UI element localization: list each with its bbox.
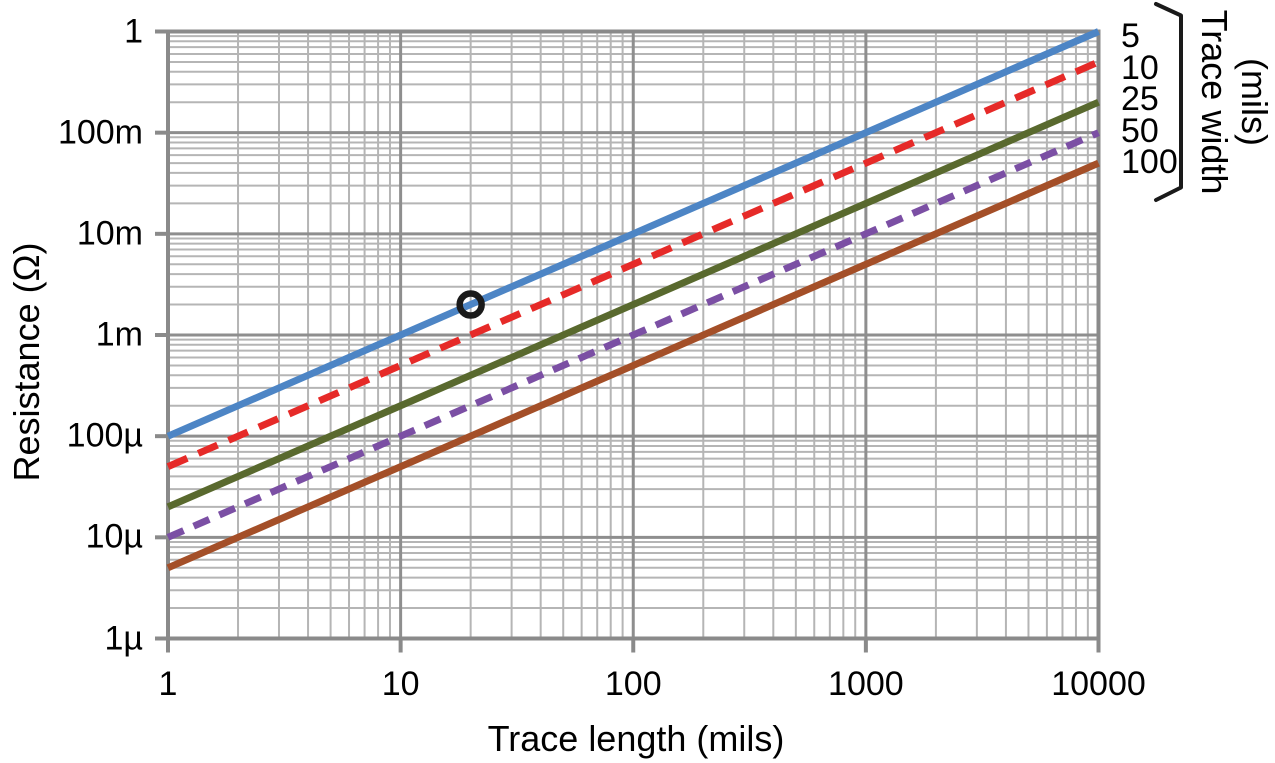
legend-bracket <box>1154 2 1183 202</box>
y-tick-label-1u: 1µ <box>104 618 144 657</box>
series-line-25mil <box>166 99 1100 511</box>
x-axis-title: Trace length (mils) <box>487 718 785 759</box>
y-tick-label-100u: 100µ <box>66 416 143 455</box>
legend-entry-5: 5 <box>1121 17 1140 55</box>
y-tick-label-100m: 100m <box>57 112 143 151</box>
x-tick-label-10000: 10000 <box>1051 665 1146 703</box>
legend-title-line-2: (mils) <box>1234 58 1275 146</box>
y-tick-label-10m: 10m <box>76 214 143 253</box>
series-line-50mil <box>166 129 1100 541</box>
series-line-100mil <box>166 159 1100 571</box>
x-tick-label-1000: 1000 <box>828 665 904 703</box>
legend-entry-50: 50 <box>1121 111 1159 150</box>
legend-entry-10: 10 <box>1121 48 1159 87</box>
x-tick-label-10: 10 <box>381 665 420 703</box>
series-line-10mil <box>166 58 1100 470</box>
y-tick-label-1m: 1m <box>95 315 143 354</box>
x-tick-label-100: 100 <box>604 665 662 703</box>
legend-entry-25: 25 <box>1121 80 1159 118</box>
legend-entry-100: 100 <box>1121 143 1178 181</box>
x-tick-label-1: 1 <box>158 665 178 703</box>
series-line-5mil <box>166 28 1100 440</box>
axis-ticks <box>155 29 1101 653</box>
y-axis-title: Resistance (Ω) <box>6 242 47 482</box>
legend-title-line-1: Trace width <box>1194 9 1235 195</box>
y-tick-label-1: 1 <box>124 11 143 50</box>
example-point-marker <box>456 290 485 319</box>
y-tick-label-10u: 10µ <box>85 517 143 556</box>
